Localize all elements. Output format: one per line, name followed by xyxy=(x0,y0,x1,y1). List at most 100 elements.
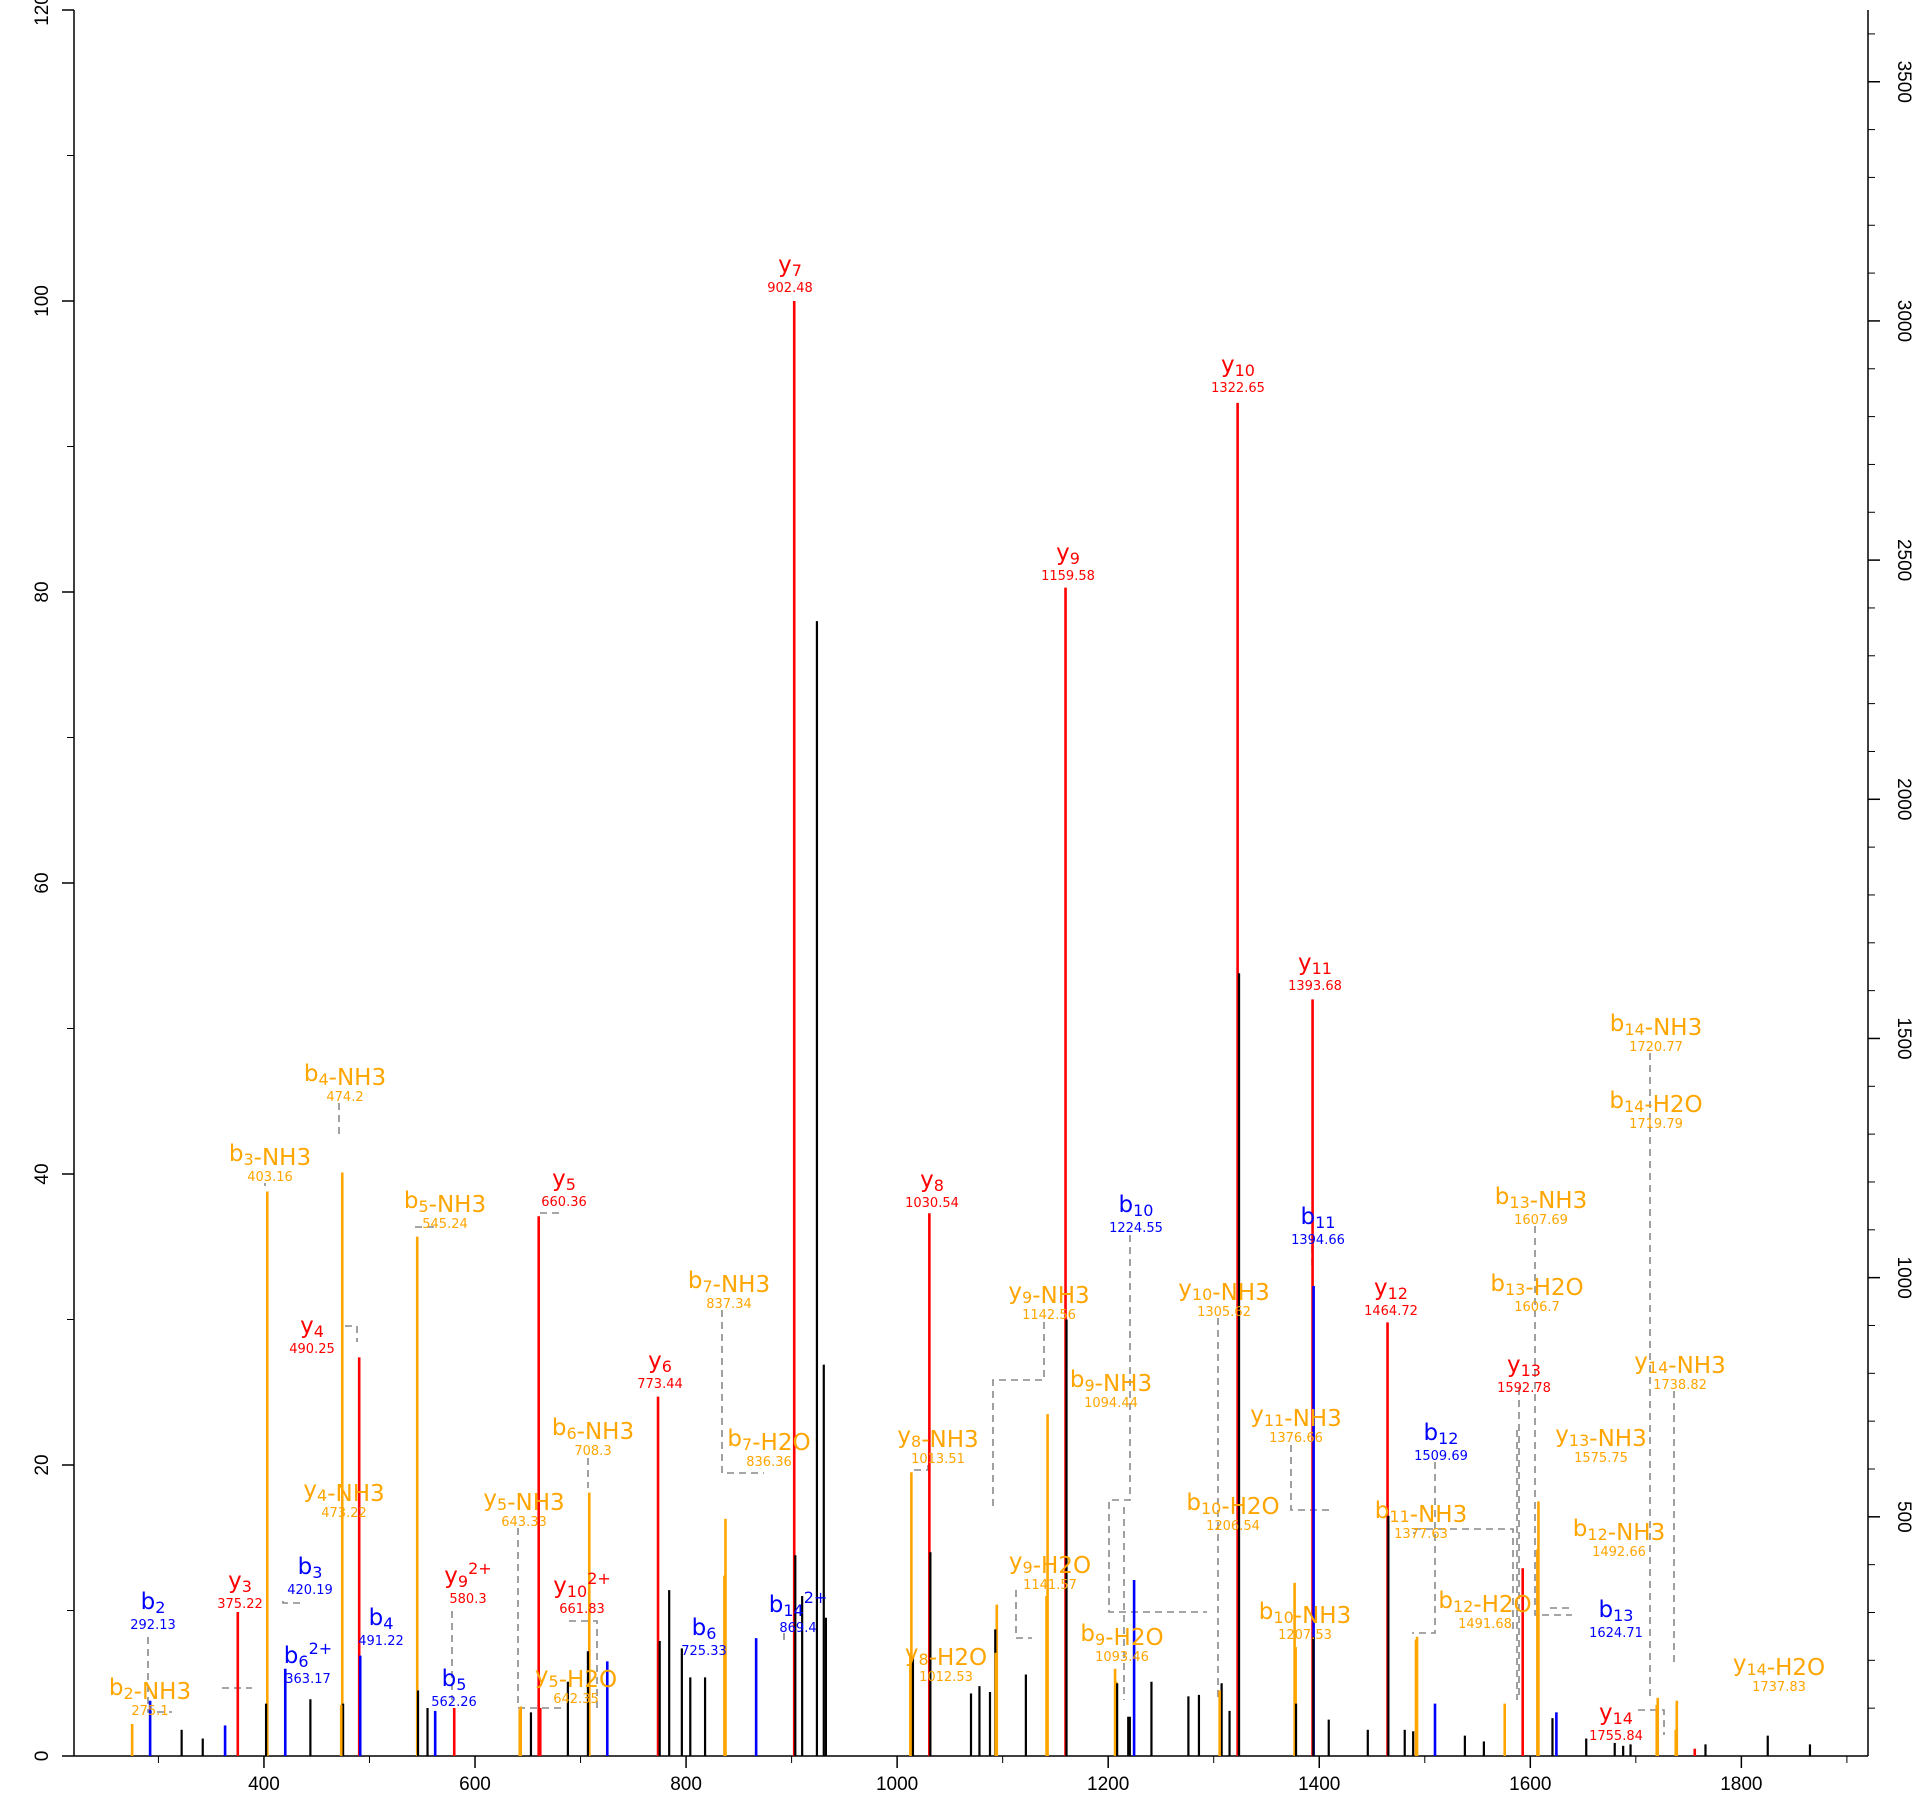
ion-series: y xyxy=(1634,1349,1648,1375)
peak-mz-label: 1592.78 xyxy=(1497,1381,1551,1396)
ion-index: 8 xyxy=(911,1432,921,1451)
ion-name: y14-NH3 xyxy=(1634,1349,1725,1379)
ion-index: 9 xyxy=(458,1572,468,1591)
neutral-loss: -H2O xyxy=(1767,1655,1825,1681)
ion-series: y xyxy=(778,252,792,278)
ion-name: y4 xyxy=(300,1313,324,1341)
ion-index: 10 xyxy=(1201,1499,1221,1518)
ion-index: 5 xyxy=(418,1197,428,1216)
ion-index: 10 xyxy=(567,1582,587,1601)
x-tick-label: 1600 xyxy=(1509,1774,1551,1795)
connector-1492.66 xyxy=(1414,1528,1514,1633)
ion-name: b14-NH3 xyxy=(1610,1011,1702,1041)
peak-label-y9-2plus: y92+580.3 xyxy=(444,1559,491,1607)
ion-series: b xyxy=(727,1426,742,1452)
peak-mz-label: 1376.66 xyxy=(1269,1431,1323,1446)
peak-mz-label: 562.26 xyxy=(431,1695,477,1710)
ion-name: b12-NH3 xyxy=(1573,1516,1665,1546)
ion-name: b142+ xyxy=(769,1588,828,1620)
ion-name: b4-NH3 xyxy=(304,1061,386,1091)
ion-index: 13 xyxy=(1569,1431,1589,1450)
ion-series: b xyxy=(1490,1271,1505,1297)
ion-index: 7 xyxy=(792,261,802,280)
ion-name: y4-NH3 xyxy=(303,1477,384,1507)
ion-name: b13-H2O xyxy=(1490,1271,1583,1301)
peak-mz-label: 292.13 xyxy=(130,1618,176,1633)
ion-series: b xyxy=(141,1589,156,1615)
ion-index: 3 xyxy=(312,1563,322,1582)
ion-series: b xyxy=(1438,1588,1453,1614)
ion-name: b2 xyxy=(141,1589,166,1617)
peak-mz-label: 1719.79 xyxy=(1629,1117,1683,1132)
ion-name: y10-NH3 xyxy=(1178,1276,1269,1306)
peak-mz-label: 1720.77 xyxy=(1629,1040,1683,1055)
ion-name: y13 xyxy=(1507,1352,1541,1380)
x-tick-label: 1200 xyxy=(1087,1774,1129,1795)
ion-name: b13 xyxy=(1599,1597,1634,1625)
ion-series: b xyxy=(1573,1516,1588,1542)
peak-mz-label: 490.25 xyxy=(289,1342,335,1357)
neutral-loss: -H2O xyxy=(929,1645,987,1671)
peak-mz-label: 1206.54 xyxy=(1206,1519,1260,1534)
peak-mz-label: 1305.62 xyxy=(1197,1305,1251,1320)
peak-mz-label: 474.2 xyxy=(326,1090,363,1105)
peak-mz-label: 403.16 xyxy=(247,1170,293,1185)
x-tick-label: 600 xyxy=(459,1774,491,1795)
ion-series: y xyxy=(1298,950,1312,976)
ion-charge: 2+ xyxy=(804,1588,828,1607)
y-tick-label: 20 xyxy=(32,1454,53,1475)
ion-series: y xyxy=(920,1167,934,1193)
ion-name: b12 xyxy=(1424,1420,1459,1448)
peak-mz-label: 1094.44 xyxy=(1084,1396,1138,1411)
x-tick-label: 1000 xyxy=(876,1774,918,1795)
x-tick-label: 1400 xyxy=(1298,1774,1340,1795)
ion-series: b xyxy=(442,1666,457,1692)
peak-labels: y7902.48y101322.65y91159.58y111393.68y81… xyxy=(109,252,1825,1744)
peak-mz-label: 275.1 xyxy=(131,1704,168,1719)
neutral-loss: -NH3 xyxy=(329,1065,386,1091)
y-tick-label: 60 xyxy=(32,872,53,893)
neutral-loss: -NH3 xyxy=(1284,1406,1341,1432)
y2-tick-label: 3500 xyxy=(1893,61,1914,103)
ion-name: y5-NH3 xyxy=(483,1486,564,1516)
ion-index: 2 xyxy=(155,1598,165,1617)
peak-mz-label: 473.22 xyxy=(321,1506,367,1521)
ion-name: b9-NH3 xyxy=(1070,1367,1152,1397)
ion-index: 9 xyxy=(1022,1288,1032,1307)
ion-index: 13 xyxy=(1505,1280,1525,1299)
ion-index: 10 xyxy=(1235,361,1255,380)
ion-series: b xyxy=(1599,1597,1614,1623)
ion-name: b62+ xyxy=(284,1639,332,1671)
peak-mz-label: 1377.63 xyxy=(1394,1527,1448,1542)
ion-name: y5 xyxy=(552,1166,576,1194)
ion-series: y xyxy=(228,1568,242,1594)
ion-series: y xyxy=(1733,1651,1747,1677)
ion-index: 11 xyxy=(1264,1411,1284,1430)
chart-axes: 400 600 800 1000 1200 1400 1600 1800 0 20 40 60 80 10… xyxy=(32,0,1914,1795)
peak-mz-label: 1624.71 xyxy=(1589,1626,1643,1641)
neutral-loss: -NH3 xyxy=(254,1145,311,1171)
ion-index: 13 xyxy=(1521,1361,1541,1380)
ion-name: b6-NH3 xyxy=(552,1415,634,1445)
ion-name: y10 xyxy=(1221,352,1255,380)
ion-series: y xyxy=(1056,540,1070,566)
y2-tick-label: 500 xyxy=(1893,1501,1914,1533)
ion-series: y xyxy=(1555,1422,1569,1448)
ion-index: 8 xyxy=(934,1176,944,1195)
y-tick-label: 80 xyxy=(32,581,53,602)
